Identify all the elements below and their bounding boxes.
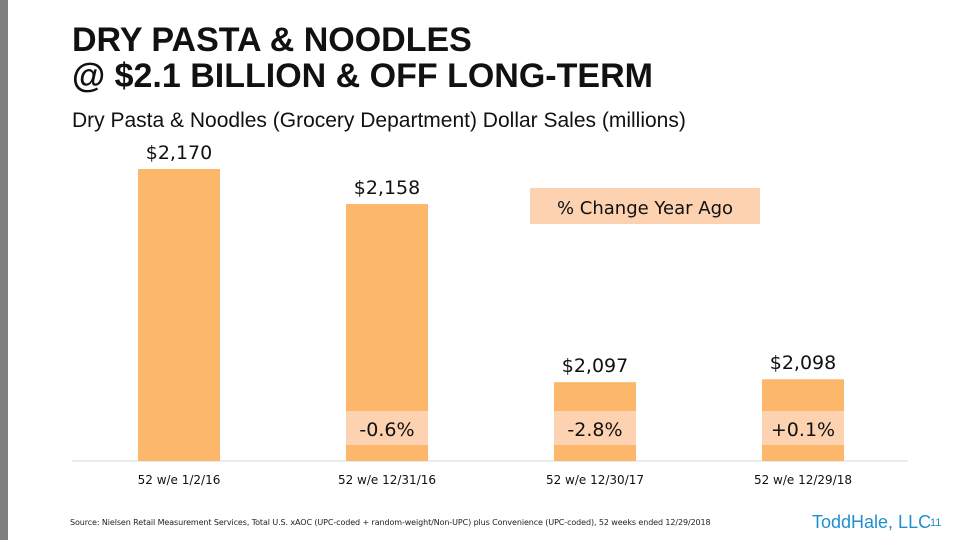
chart-title: Dry Pasta & Noodles (Grocery Department)…	[72, 109, 686, 132]
title-line-2: @ $2.1 BILLION & OFF LONG-TERM	[72, 57, 653, 95]
slide-title: DRY PASTA & NOODLES @ $2.1 BILLION & OFF…	[72, 22, 653, 94]
pct-change-legend-box	[530, 188, 760, 224]
page-number: 11	[930, 517, 942, 529]
labels-layer: $2,170 52 w/e 1/2/16 $2,158 52 w/e 12/31/16…	[138, 142, 852, 487]
pct-change-label-3: -2.8%	[567, 419, 622, 441]
pct-change-label-4: +0.1%	[771, 419, 835, 441]
category-label-4: 52 w/e 12/29/18	[754, 473, 852, 487]
bar-value-label-3: $2,097	[562, 355, 628, 377]
category-label-2: 52 w/e 12/31/16	[338, 473, 436, 487]
pct-change-box-2	[346, 411, 428, 445]
title-line-1: DRY PASTA & NOODLES	[72, 21, 472, 59]
pct-change-legend-label: % Change Year Ago	[557, 198, 733, 219]
bar-1	[138, 169, 220, 461]
left-accent-bar	[0, 0, 8, 540]
brand-logo: ToddHale, LLC	[812, 512, 932, 532]
pct-change-box-4	[762, 411, 844, 445]
pct-change-legend: % Change Year Ago	[530, 188, 760, 224]
pct-change-box-3	[554, 411, 636, 445]
source-note: Source: Nielsen Retail Measurement Servi…	[70, 518, 711, 527]
bar-value-label-1: $2,170	[146, 142, 212, 164]
category-label-3: 52 w/e 12/30/17	[546, 473, 644, 487]
pct-change-label-2: -0.6%	[359, 419, 414, 441]
bar-value-label-2: $2,158	[354, 177, 420, 199]
category-label-1: 52 w/e 1/2/16	[138, 473, 221, 487]
bar-value-label-4: $2,098	[770, 352, 836, 374]
